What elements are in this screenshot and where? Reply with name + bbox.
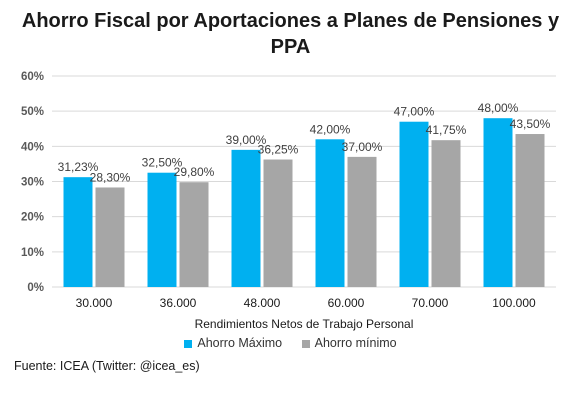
bar-ahorro-maximo xyxy=(231,149,261,287)
bar-ahorro-maximo xyxy=(399,121,429,287)
legend-label-ahorro-maximo: Ahorro Máximo xyxy=(197,336,283,350)
y-tick-label: 0% xyxy=(27,282,44,294)
bar-ahorro-maximo xyxy=(483,118,513,287)
data-label: 41,75% xyxy=(426,123,467,137)
legend: Ahorro Máximo Ahorro mínimo xyxy=(0,336,581,350)
bar-ahorro-minimo xyxy=(179,182,209,287)
chart-title: Ahorro Fiscal por Aportaciones a Planes … xyxy=(21,10,560,58)
x-axis-label: Rendimientos Netos de Trabajo Personal xyxy=(195,317,414,331)
y-tick-label: 20% xyxy=(21,212,44,224)
bar-ahorro-maximo xyxy=(63,177,93,287)
data-label: 47,00% xyxy=(394,105,435,119)
x-tick-label: 70.000 xyxy=(412,296,449,310)
y-tick-label: 60% xyxy=(21,71,44,83)
y-tick-label: 10% xyxy=(21,247,44,259)
bar-ahorro-maximo xyxy=(315,139,345,287)
bar-ahorro-minimo xyxy=(263,159,293,287)
bar-ahorro-minimo xyxy=(431,140,461,287)
legend-swatch-ahorro-minimo xyxy=(301,339,310,348)
bar-ahorro-minimo xyxy=(95,187,125,287)
x-tick-label: 36.000 xyxy=(160,296,197,310)
legend-swatch-ahorro-maximo xyxy=(184,339,193,348)
x-tick-label: 60.000 xyxy=(328,296,365,310)
data-label: 48,00% xyxy=(478,101,519,115)
legend-label-ahorro-minimo: Ahorro mínimo xyxy=(314,336,397,350)
y-tick-label: 50% xyxy=(21,106,44,118)
source-note: Fuente: ICEA (Twitter: @icea_es) xyxy=(14,359,200,373)
legend-item-ahorro-minimo: Ahorro mínimo xyxy=(301,336,397,350)
data-label: 36,25% xyxy=(258,143,299,157)
data-label: 39,00% xyxy=(226,133,267,147)
bar-ahorro-maximo xyxy=(147,172,177,287)
bar-ahorro-minimo xyxy=(347,156,377,287)
x-tick-label: 30.000 xyxy=(76,296,113,310)
data-label: 31,23% xyxy=(58,160,99,174)
y-tick-label: 40% xyxy=(21,141,44,153)
data-label: 37,00% xyxy=(342,140,383,154)
data-label: 32,50% xyxy=(142,156,183,170)
data-label: 29,80% xyxy=(174,165,215,179)
data-label: 42,00% xyxy=(310,122,351,136)
data-label: 28,30% xyxy=(90,170,131,184)
y-tick-label: 30% xyxy=(21,177,44,189)
x-tick-label: 100.000 xyxy=(492,296,536,310)
x-tick-label: 48.000 xyxy=(244,296,281,310)
data-label: 43,50% xyxy=(510,117,551,131)
legend-item-ahorro-maximo: Ahorro Máximo xyxy=(184,336,282,350)
bar-ahorro-minimo xyxy=(515,134,545,287)
